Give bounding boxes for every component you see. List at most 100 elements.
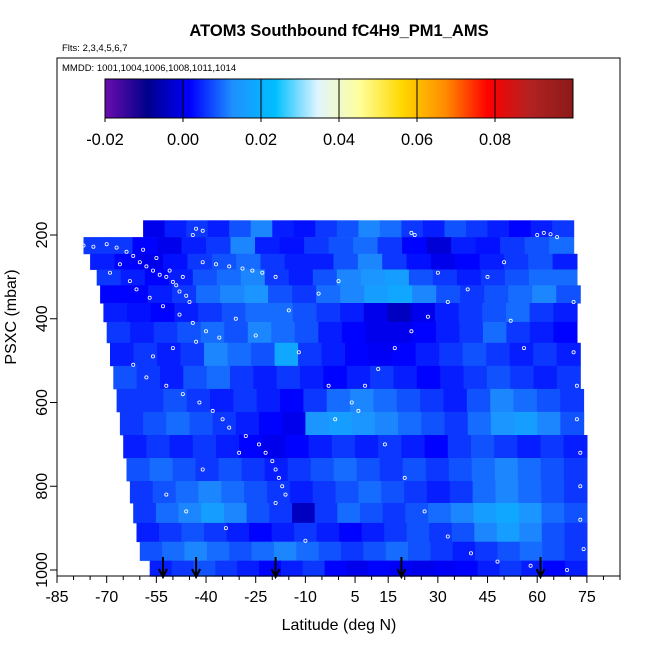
- sample-point: [270, 459, 275, 464]
- heatmap-cell: [364, 285, 389, 304]
- heatmap-cell: [456, 269, 482, 286]
- heatmap-cell: [517, 435, 542, 459]
- heatmap-cell: [552, 253, 578, 270]
- heatmap-cell: [119, 411, 144, 436]
- sample-point: [154, 255, 159, 260]
- heatmap-cell: [447, 435, 472, 459]
- sample-point: [273, 500, 278, 505]
- heatmap-cell: [339, 522, 363, 543]
- heatmap-cell: [542, 541, 566, 561]
- heatmap-cell: [406, 522, 430, 543]
- heatmap-cell: [250, 220, 273, 238]
- heatmap-cell: [494, 435, 518, 459]
- sample-point: [147, 295, 152, 300]
- sample-point: [170, 346, 175, 351]
- sample-point: [273, 467, 278, 472]
- heatmap-cell: [420, 388, 444, 413]
- heatmap-cell: [271, 321, 296, 344]
- heatmap-cell: [434, 303, 460, 323]
- heatmap-cell: [494, 458, 519, 482]
- sample-point: [197, 400, 202, 405]
- heatmap-cell: [467, 411, 492, 436]
- heatmap-cell: [384, 269, 410, 286]
- heatmap-layer: [83, 220, 588, 577]
- sample-point: [571, 350, 576, 355]
- heatmap-cell: [411, 303, 436, 323]
- heatmap-cell: [227, 342, 252, 367]
- sample-point: [276, 475, 281, 480]
- heatmap-cell: [90, 253, 115, 270]
- sample-point: [170, 279, 175, 284]
- heatmap-cell: [304, 237, 330, 255]
- heatmap-cell: [514, 411, 538, 436]
- heatmap-cell: [255, 237, 281, 255]
- heatmap-cell: [565, 560, 588, 577]
- sample-point: [409, 230, 414, 235]
- y-tick-label: 1000: [34, 552, 51, 588]
- sample-point: [190, 232, 195, 237]
- heatmap-cell: [530, 220, 553, 238]
- heatmap-cell: [166, 411, 191, 436]
- heatmap-cell: [345, 342, 370, 367]
- x-tick-label: -55: [145, 589, 168, 606]
- heatmap-cell: [543, 560, 566, 577]
- sample-point: [150, 268, 155, 273]
- sample-point: [114, 245, 119, 250]
- heatmap-cell: [229, 541, 253, 561]
- heatmap-cell: [556, 342, 581, 367]
- heatmap-cell: [200, 321, 225, 344]
- heatmap-cell: [541, 503, 565, 524]
- heatmap-cell: [402, 237, 428, 255]
- heatmap-cell: [448, 458, 473, 482]
- heatmap-cell: [326, 388, 351, 413]
- x-tick-label: -10: [294, 589, 317, 606]
- heatmap-cell: [533, 365, 558, 390]
- heatmap-cell: [244, 481, 268, 504]
- sample-point: [164, 274, 169, 279]
- heatmap-cell: [163, 253, 188, 270]
- heatmap-cell: [421, 411, 446, 436]
- sample-point: [190, 320, 195, 325]
- sample-point: [164, 383, 169, 388]
- heatmap-cell: [136, 365, 161, 390]
- x-tick-label: 30: [429, 589, 447, 606]
- heatmap-cell: [455, 253, 481, 270]
- heatmap-cell: [382, 503, 406, 524]
- heatmap-cell: [223, 503, 248, 524]
- sample-point: [194, 339, 199, 344]
- heatmap-cell: [183, 365, 208, 390]
- sample-point: [157, 272, 162, 277]
- heatmap-cell: [113, 365, 138, 390]
- heatmap-cell: [336, 269, 362, 286]
- heatmap-cell: [267, 481, 291, 504]
- sample-point: [435, 270, 440, 275]
- heatmap-cell: [358, 481, 382, 504]
- heatmap-cell: [333, 458, 358, 482]
- sample-point: [134, 287, 139, 292]
- heatmap-cell: [471, 458, 496, 482]
- heatmap-cell: [455, 560, 479, 577]
- sample-point: [137, 260, 142, 265]
- heatmap-cell: [430, 541, 454, 561]
- heatmap-cell: [500, 237, 526, 255]
- heatmap-cell: [138, 253, 164, 270]
- heatmap-cell: [331, 435, 356, 459]
- heatmap-cell: [239, 435, 263, 459]
- sample-point: [220, 417, 225, 422]
- x-tick-label: 75: [578, 589, 596, 606]
- heatmap-cell: [103, 303, 128, 323]
- heatmap-cell: [149, 560, 173, 577]
- heatmap-cell: [268, 285, 293, 304]
- heatmap-cell: [287, 458, 312, 482]
- heatmap-cell: [401, 435, 426, 459]
- heatmap-cell: [204, 342, 229, 367]
- heatmap-cell: [462, 342, 487, 367]
- heatmap-cell: [302, 560, 326, 577]
- heatmap-cell: [350, 388, 374, 413]
- sample-point: [250, 268, 255, 273]
- heatmap-cell: [473, 503, 497, 524]
- heatmap-cell: [162, 541, 186, 561]
- heatmap-cell: [353, 237, 379, 255]
- heatmap-cell: [237, 560, 260, 577]
- heatmap-cell: [181, 522, 205, 543]
